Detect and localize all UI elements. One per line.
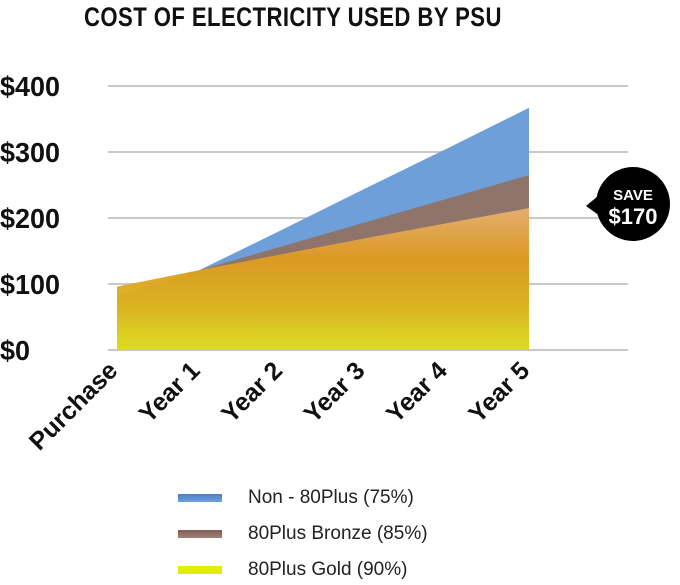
- legend-label: 80Plus Bronze (85%): [248, 523, 428, 544]
- savings-badge: SAVE $170: [586, 167, 670, 241]
- y-tick-label: $400: [0, 71, 60, 102]
- x-tick-label: Year 3: [299, 356, 371, 428]
- legend-swatch: [178, 494, 222, 502]
- y-tick-label: $100: [0, 269, 60, 300]
- area-80plus-gold-90-: [117, 208, 529, 350]
- x-tick-label: Purchase: [24, 356, 123, 455]
- x-tick-label: Year 5: [463, 356, 535, 428]
- legend-item: 80Plus Bronze (85%): [178, 523, 428, 545]
- legend-label: Non - 80Plus (75%): [248, 487, 414, 508]
- y-tick-label: $300: [0, 137, 60, 168]
- x-tick-label: Year 2: [216, 356, 288, 428]
- x-tick-label: Year 1: [134, 356, 206, 428]
- legend-swatch: [178, 530, 222, 538]
- badge-line2: $170: [609, 204, 658, 229]
- x-tick-label: Year 4: [381, 356, 453, 428]
- legend-item: 80Plus Gold (90%): [178, 559, 407, 581]
- legend-item: Non - 80Plus (75%): [178, 487, 414, 509]
- legend-swatch: [178, 566, 222, 574]
- y-tick-label: $0: [0, 335, 30, 366]
- legend-label: 80Plus Gold (90%): [248, 559, 408, 580]
- y-tick-label: $200: [0, 203, 60, 234]
- badge-line1: SAVE: [613, 187, 653, 204]
- chart-title: COST OF ELECTRICITY USED BY PSU: [84, 2, 502, 32]
